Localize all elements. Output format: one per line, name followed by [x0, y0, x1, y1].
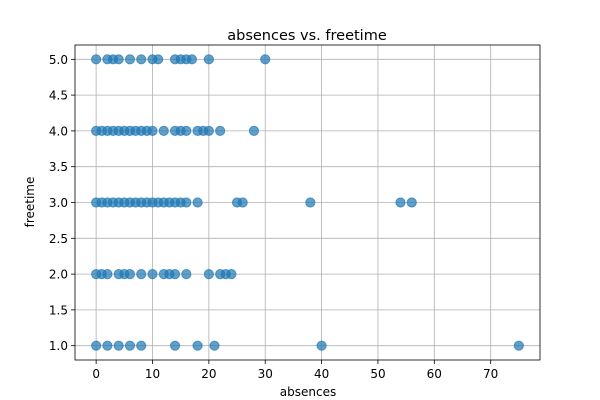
data-point — [316, 340, 327, 351]
data-point — [395, 197, 406, 208]
data-point — [124, 268, 136, 280]
x-tick-label: 60 — [427, 367, 442, 381]
y-tick-label: 1.0 — [49, 339, 68, 353]
y-tick-label: 3.5 — [49, 160, 68, 174]
data-point — [169, 268, 181, 280]
data-point — [91, 340, 102, 351]
data-point — [203, 125, 214, 137]
data-point — [124, 340, 136, 351]
data-point — [305, 197, 316, 208]
data-point — [147, 268, 158, 280]
data-point — [181, 197, 192, 208]
data-point — [406, 197, 417, 208]
data-point — [181, 268, 192, 280]
data-point — [203, 268, 214, 280]
y-tick-label: 2.0 — [49, 268, 68, 282]
y-tick-label: 4.5 — [49, 89, 68, 103]
data-point — [136, 54, 147, 65]
x-tick-label: 0 — [92, 367, 100, 381]
x-tick-label: 70 — [483, 367, 498, 381]
chart-title: absences vs. freetime — [227, 28, 387, 44]
x-axis-label: absences — [280, 385, 336, 399]
data-point — [260, 54, 271, 65]
y-tick-label: 2.5 — [49, 232, 68, 246]
y-tick-label: 5.0 — [49, 53, 68, 67]
data-point — [153, 54, 164, 65]
data-point — [147, 125, 158, 137]
data-point — [113, 54, 124, 65]
y-tick-label: 3.0 — [49, 196, 68, 210]
x-tick-label: 50 — [370, 367, 385, 381]
y-axis-label: freetime — [23, 177, 37, 228]
data-point — [113, 340, 124, 351]
points-layer — [91, 54, 524, 351]
data-point — [169, 340, 181, 351]
data-point — [136, 340, 147, 351]
data-point — [186, 54, 198, 65]
data-point — [192, 197, 203, 208]
x-tick-label: 20 — [201, 367, 216, 381]
data-point — [181, 125, 192, 137]
ticks-layer: 0 10 20 30 40 50 60 70 1.0 1.5 2.0 2.5 3.0 3.5 4.0 4.5 5… — [49, 53, 498, 381]
data-point — [513, 340, 524, 351]
x-tick-label: 40 — [314, 367, 329, 381]
data-point — [226, 268, 237, 280]
data-point — [209, 340, 220, 351]
data-point — [215, 125, 226, 137]
x-tick-label: 30 — [258, 367, 273, 381]
data-point — [124, 54, 136, 65]
data-point — [91, 54, 102, 65]
y-tick-label: 1.5 — [49, 303, 68, 317]
data-point — [102, 268, 113, 280]
x-tick-label: 10 — [145, 367, 160, 381]
data-point — [192, 340, 203, 351]
data-point — [237, 197, 248, 208]
data-point — [136, 268, 147, 280]
y-tick-label: 4.0 — [49, 124, 68, 138]
data-point — [102, 340, 113, 351]
data-point — [203, 54, 214, 65]
data-point — [158, 125, 169, 137]
data-point — [248, 125, 260, 137]
